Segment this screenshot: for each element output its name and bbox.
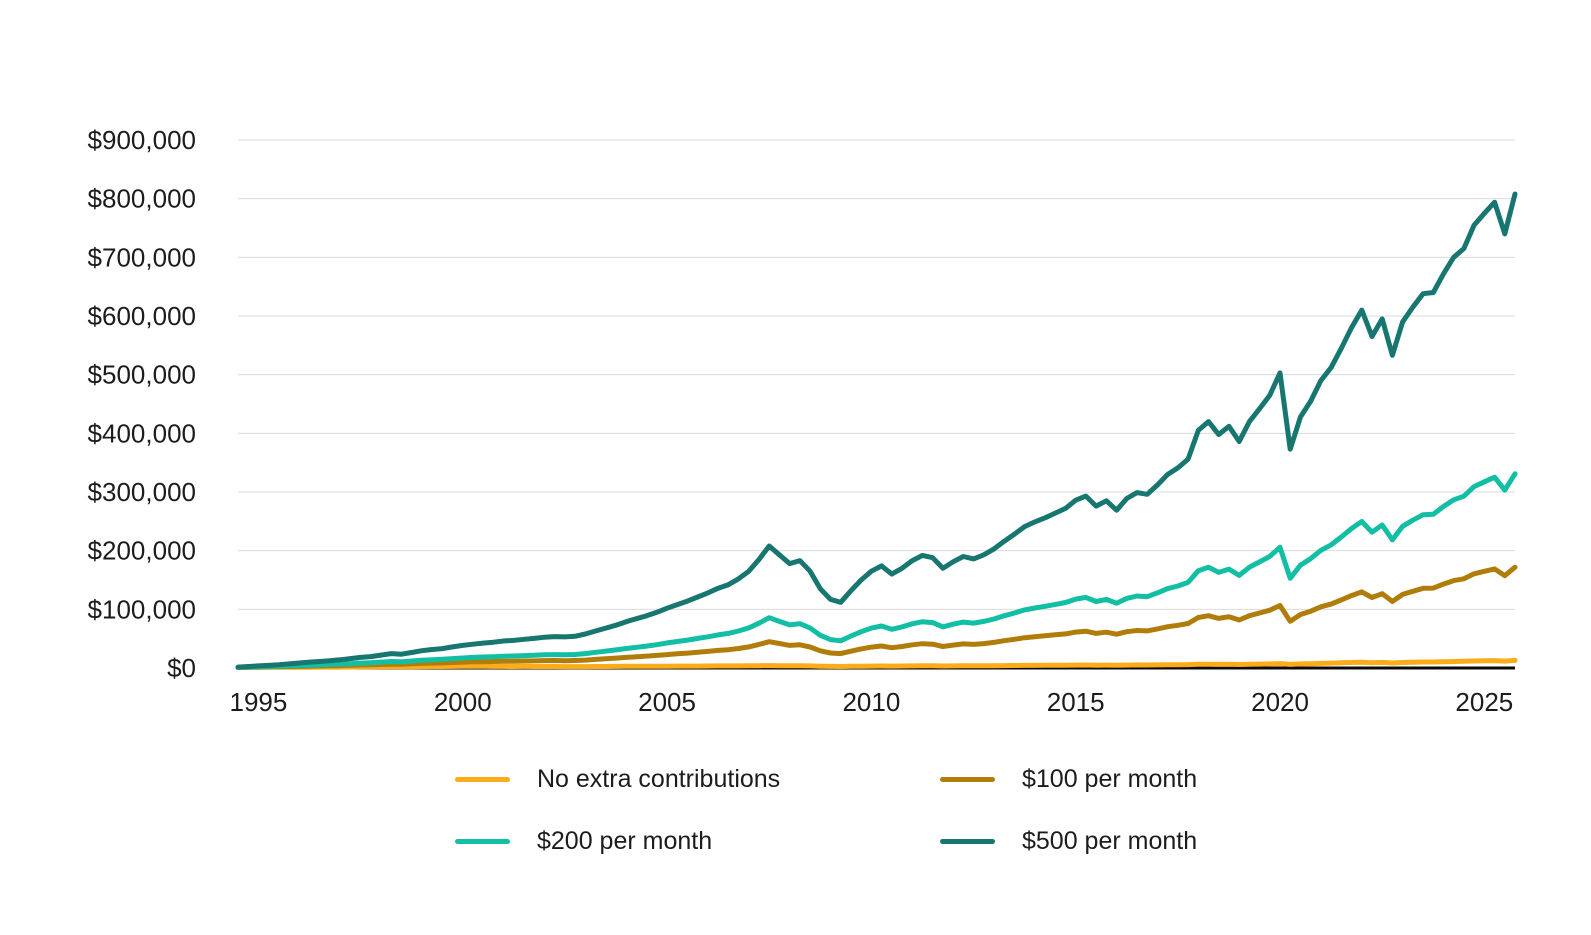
y-axis-tick-label: $600,000 [88,301,196,331]
series-line-3 [235,191,1518,670]
legend-swatch-500-per-month [940,838,995,844]
x-axis-tick-label: 2000 [434,687,492,717]
x-axis-tick-label: 2025 [1455,687,1513,717]
y-axis-tick-label: $300,000 [88,477,196,507]
y-axis-tick-label: $800,000 [88,184,196,214]
y-axis-tick-label: $200,000 [88,536,196,566]
legend-item-500-per-month: $500 per month [940,824,1197,858]
x-axis-tick-label: 2015 [1047,687,1105,717]
y-axis-tick-label: $0 [167,653,196,683]
y-axis-tick-label: $100,000 [88,594,196,624]
legend-label-no-extra-contributions: No extra contributions [537,764,781,793]
legend-swatch-100-per-month [940,776,995,782]
y-axis-tick-label: $400,000 [88,418,196,448]
x-axis-tick-label: 2020 [1251,687,1309,717]
legend-swatch-200-per-month [455,838,510,844]
legend-label-100-per-month: $100 per month [1022,764,1198,793]
y-axis-tick-label: $900,000 [88,125,196,155]
x-axis-tick-label: 2005 [638,687,696,717]
series-line-2 [235,471,1518,670]
legend-swatch-no-extra-contributions [455,776,510,782]
y-axis-tick-label: $700,000 [88,242,196,272]
legend-item-200-per-month: $200 per month [455,824,940,858]
legend-label-200-per-month: $200 per month [537,826,713,855]
chart-legend: No extra contributions $100 per month $2… [455,762,1197,858]
legend-item-no-extra-contributions: No extra contributions [455,762,940,796]
series-line-1 [235,564,1518,670]
y-axis-tick-label: $500,000 [88,360,196,390]
legend-label-500-per-month: $500 per month [1022,826,1198,855]
legend-item-100-per-month: $100 per month [940,762,1197,796]
series-line-0 [235,657,1518,670]
x-axis-tick-label: 2010 [842,687,900,717]
x-axis-tick-label: 1995 [230,687,288,717]
